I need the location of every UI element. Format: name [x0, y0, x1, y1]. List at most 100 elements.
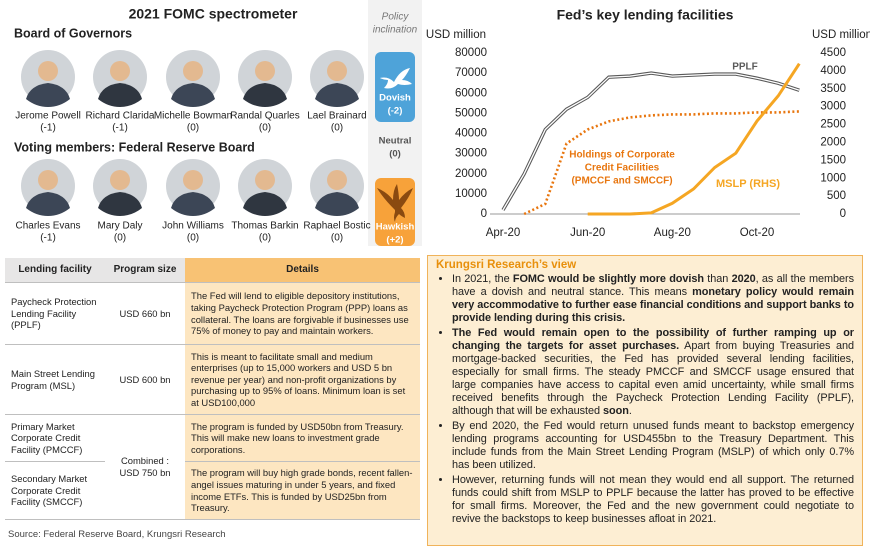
- portrait-head: [327, 61, 347, 81]
- portrait-body: [243, 83, 287, 107]
- x-tick-label: Apr-20: [486, 227, 521, 239]
- neutral-label: Neutral: [379, 136, 412, 147]
- details-cell: The program is funded by USD50bn from Tr…: [185, 414, 420, 462]
- details-cell: This is meant to facilitate small and me…: [185, 344, 420, 415]
- hawkish-label: Hawkish: [376, 222, 415, 233]
- person-name: John Williams: [162, 221, 224, 232]
- person-name: Michelle Bowman: [154, 111, 232, 122]
- portrait-head: [255, 61, 275, 81]
- portrait-body: [171, 192, 215, 216]
- y-tick-label: 30000: [455, 148, 487, 160]
- series-label: MSLP (RHS): [716, 178, 780, 190]
- dove-box: [375, 52, 415, 122]
- bullet-bold-text: soon: [602, 405, 629, 417]
- y-tick-label: 20000: [455, 168, 487, 180]
- bullet-text: .: [628, 405, 632, 417]
- facility-cell: Secondary Market Corporate Credit Facili…: [5, 461, 105, 520]
- source-note: Source: Federal Reserve Board, Krungsri …: [8, 529, 226, 540]
- size-cell: Combined : USD 750 bn: [105, 414, 185, 520]
- size-cell: USD 660 bn: [105, 282, 185, 345]
- y-axis-label: USD million: [426, 29, 486, 41]
- portrait-body: [171, 83, 215, 107]
- x-tick-label: Oct-20: [740, 227, 775, 239]
- y2-tick-label: 0: [840, 208, 846, 220]
- board-heading: Board of Governors: [14, 26, 132, 40]
- view-bullet: In 2021, the FOMC would be slightly more…: [452, 273, 854, 325]
- portrait-head: [110, 170, 130, 190]
- view-bullet: By end 2020, the Fed would return unused…: [452, 420, 854, 472]
- view-bullet: The Fed would remain open to the possibi…: [452, 327, 854, 418]
- bullet-bold-text: 2020: [731, 273, 756, 285]
- details-cell: The program will buy high grade bonds, r…: [185, 461, 420, 520]
- person-stance: (0): [114, 233, 126, 244]
- person-name: Jerome Powell: [15, 111, 81, 122]
- bullet-bold-text: The Fed would remain open to the possibi…: [452, 327, 854, 352]
- person-name: Charles Evans: [15, 221, 80, 232]
- chart-title: Fed’s key lending facilities: [557, 7, 734, 23]
- table-row: Primary Market Corporate Credit Facility…: [5, 414, 420, 520]
- bullet-text: Apart from buying Treasuries and mortgag…: [452, 340, 854, 417]
- person-stance: (0): [187, 233, 199, 244]
- y2-tick-label: 2500: [820, 119, 846, 131]
- series-label: (PMCCF and SMCCF): [571, 176, 672, 187]
- bullet-text: However, returning funds will not mean t…: [452, 474, 854, 525]
- y2-tick-label: 4000: [820, 65, 846, 77]
- view-bullet: However, returning funds will not mean t…: [452, 474, 854, 526]
- bullet-text: , as all the members have a dovish and n…: [452, 273, 854, 298]
- policy-title: Policy: [382, 12, 410, 23]
- facility-cell: Paycheck Protection Lending Facility (PP…: [5, 282, 105, 345]
- person-name: Randal Quarles: [230, 111, 299, 122]
- portrait-head: [327, 170, 347, 190]
- portrait-head: [38, 61, 58, 81]
- portrait-head: [183, 170, 203, 190]
- person-stance: (-1): [40, 233, 56, 244]
- table-row: Secondary Market Corporate Credit Facili…: [5, 461, 420, 520]
- bullet-bold-text: monetary policy would remain very accomm…: [452, 286, 854, 324]
- person-name: Thomas Barkin: [231, 221, 298, 232]
- spectrometer-title: 2021 FOMC spectrometer: [129, 6, 298, 22]
- portrait-body: [26, 192, 70, 216]
- neutral-score: (0): [389, 149, 401, 160]
- y2-tick-label: 500: [827, 190, 846, 202]
- y-tick-label: 60000: [455, 87, 487, 99]
- header-cell: Program size: [105, 258, 185, 283]
- portrait-body: [243, 192, 287, 216]
- person-name: Raphael Bostic: [303, 221, 370, 232]
- x-tick-label: Aug-20: [654, 227, 691, 239]
- hawk-icon: [377, 184, 413, 222]
- details-cell: The Fed will lend to eligible depository…: [185, 282, 420, 345]
- person-stance: (-1): [40, 123, 56, 134]
- view-list: In 2021, the FOMC would be slightly more…: [436, 273, 854, 526]
- policy-title: inclination: [373, 25, 418, 36]
- portrait-head: [183, 61, 203, 81]
- person-stance: (0): [187, 123, 199, 134]
- y2-axis-label: USD million: [812, 29, 870, 41]
- voting-heading: Voting members: Federal Reserve Board: [14, 140, 255, 154]
- person-name: Mary Daly: [97, 221, 142, 232]
- hawkish-score: (+2): [386, 235, 403, 246]
- y2-tick-label: 3500: [820, 83, 846, 95]
- series-line-inner: [502, 72, 800, 211]
- facility-cell: Main Street Lending Program (MSL): [5, 344, 105, 415]
- table-row: Main Street Lending Program (MSL) USD 600…: [5, 344, 420, 415]
- person-stance: (0): [331, 233, 343, 244]
- size-cell: USD 600 bn: [105, 344, 185, 415]
- portrait-head: [255, 170, 275, 190]
- person-stance: (0): [331, 123, 343, 134]
- person-name: Lael Brainard: [307, 111, 366, 122]
- dovish-score: (-2): [388, 106, 403, 117]
- person-stance: (-1): [112, 123, 128, 134]
- portrait-head: [38, 170, 58, 190]
- y2-tick-label: 4500: [820, 47, 846, 59]
- portrait-body: [315, 83, 359, 107]
- series-line: [587, 62, 801, 216]
- person-name: Richard Clarida: [86, 111, 155, 122]
- y2-tick-label: 1000: [820, 172, 846, 184]
- portrait-body: [98, 83, 142, 107]
- y-tick-label: 0: [481, 208, 487, 220]
- series-label: Holdings of Corporate: [569, 150, 675, 161]
- view-title: Krungsri Research’s view: [436, 259, 577, 271]
- y2-tick-label: 2000: [820, 136, 846, 148]
- table-row: Paycheck Protection Lending Facility (PP…: [5, 282, 420, 345]
